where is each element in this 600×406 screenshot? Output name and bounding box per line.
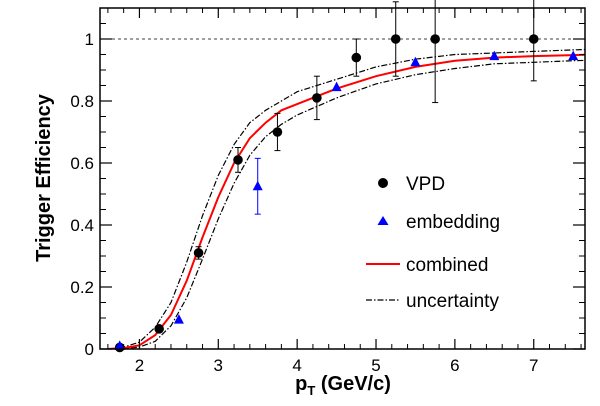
VPD-point [351, 52, 362, 63]
x-tick-label: 6 [450, 356, 459, 375]
embedding-point [114, 340, 125, 350]
y-tick-label: 0.6 [70, 154, 94, 173]
x-tick-label: 2 [135, 356, 144, 375]
x-tick-label: 5 [371, 356, 380, 375]
VPD-point [233, 155, 243, 165]
x-tick-label: 7 [529, 356, 538, 375]
VPD-point [154, 324, 164, 334]
x-tick-label: 3 [214, 356, 223, 375]
x-axis-title-rest: (GeV/c) [315, 373, 391, 395]
x-axis-title-main: p [295, 373, 307, 395]
x-tick-label: 4 [292, 356, 301, 375]
y-tick-label: 0.8 [70, 92, 94, 111]
x-axis-ticks: 2 3 4 5 6 7 [107, 8, 582, 375]
VPD-point [528, 34, 539, 44]
x-axis-title-subscript: T [307, 383, 315, 398]
embedding-point [410, 56, 421, 67]
legend-label-uncertainty: uncertainty [406, 291, 499, 312]
embedding-point [252, 180, 263, 191]
VPD-point [312, 93, 322, 103]
legend-marker-embedding [377, 216, 389, 225]
embedding-point [173, 314, 184, 324]
legend: VPD embedding combined uncertainty [366, 174, 500, 312]
VPD-point [430, 34, 440, 44]
y-axis-ticks: 0 0.2 0.4 0.6 0.8 1 [70, 23, 585, 359]
legend-label-vpd: VPD [406, 174, 445, 195]
y-tick-label: 0.4 [70, 216, 94, 235]
data-points [114, 0, 579, 353]
uncertainty-band [107, 48, 585, 349]
uncertainty-upper-line [107, 48, 585, 349]
y-tick-label: 0.2 [70, 278, 94, 297]
VPD-point [272, 127, 283, 137]
embedding-point [331, 81, 342, 92]
embedding-point [568, 50, 579, 61]
y-tick-label: 1 [85, 30, 94, 49]
y-axis-title: Trigger Efficiency [33, 93, 55, 262]
embedding-point [489, 50, 500, 61]
legend-label-embedding: embedding [406, 212, 500, 233]
x-axis-title: pT (GeV/c) [295, 373, 391, 398]
legend-marker-vpd [378, 178, 388, 188]
VPD-point [390, 34, 401, 44]
y-tick-label: 0 [85, 340, 94, 359]
legend-label-combined: combined [406, 255, 488, 276]
VPD-point [193, 248, 204, 258]
